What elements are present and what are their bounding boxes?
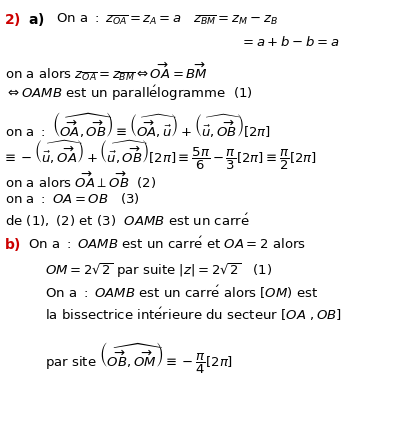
Text: $\Leftrightarrow OAMB\ \mathrm{est\ un\ parall\acute{e}logramme\ \ (1)}$: $\Leftrightarrow OAMB\ \mathrm{est\ un\ …	[5, 84, 253, 103]
Text: $\mathbf{2)}$: $\mathbf{2)}$	[4, 11, 21, 28]
Text: $\mathrm{la\ bissectrice\ int\acute{e}rieure\ du\ secteur\ }[OA\ ,OB]$: $\mathrm{la\ bissectrice\ int\acute{e}ri…	[45, 306, 341, 323]
Text: $\mathbf{a)}$: $\mathbf{a)}$	[28, 11, 44, 28]
Text: $\mathrm{On\ a\ :\ }OAMB\ \mathrm{est\ un\ carr\acute{e}\ et\ }OA = 2\ \mathrm{a: $\mathrm{On\ a\ :\ }OAMB\ \mathrm{est\ u…	[28, 236, 306, 252]
Text: $\mathrm{On\ a\ :\ } z_{\overline{OA}} = z_A = a \quad z_{\overline{BM}} = z_M -: $\mathrm{On\ a\ :\ } z_{\overline{OA}} =…	[56, 11, 278, 27]
Text: $\mathrm{on\ a\ :\ }OA = OB\ \ \ (3)$: $\mathrm{on\ a\ :\ }OA = OB\ \ \ (3)$	[5, 191, 140, 206]
Text: $= a + b - b = a$: $= a + b - b = a$	[240, 35, 339, 49]
Text: $\mathrm{de\ (1),\ (2)\ et\ (3)\ \ }OAMB\ \mathrm{est\ un\ carr\acute{e}}$: $\mathrm{de\ (1),\ (2)\ et\ (3)\ \ }OAMB…	[5, 212, 249, 229]
Text: $\mathbf{b)}$: $\mathbf{b)}$	[4, 236, 21, 253]
Text: $\mathrm{par\ site\ }\left(\widehat{\overrightarrow{OB},\overrightarrow{OM}}\rig: $\mathrm{par\ site\ }\left(\widehat{\ove…	[45, 340, 233, 375]
Text: $OM = 2\sqrt{2}\ \mathrm{par\ suite\ }|z| = 2\sqrt{2}\quad(1)$: $OM = 2\sqrt{2}\ \mathrm{par\ suite\ }|z…	[45, 262, 272, 280]
Text: $\mathrm{on\ a\ alors\ }\overrightarrow{OA}\perp\overrightarrow{OB}\ \ (2)$: $\mathrm{on\ a\ alors\ }\overrightarrow{…	[5, 170, 156, 191]
Text: $\mathrm{on\ a\ alors\ } z_{\overline{OA}} = z_{\overline{BM}} \Leftrightarrow \: $\mathrm{on\ a\ alors\ } z_{\overline{OA…	[5, 60, 208, 83]
Text: $\mathrm{On\ a\ :\ }OAMB\ \mathrm{est\ un\ carr\acute{e}\ alors\ }[OM)\ \mathrm{: $\mathrm{On\ a\ :\ }OAMB\ \mathrm{est\ u…	[45, 284, 318, 301]
Text: $\mathrm{on\ a\ :\ }\left(\widehat{\overrightarrow{OA},\overrightarrow{OB}}\righ: $\mathrm{on\ a\ :\ }\left(\widehat{\over…	[5, 110, 271, 139]
Text: $\equiv -\left(\widehat{\vec{u},\overrightarrow{OA}}\right)+ \left(\widehat{\vec: $\equiv -\left(\widehat{\vec{u},\overrig…	[2, 139, 317, 172]
